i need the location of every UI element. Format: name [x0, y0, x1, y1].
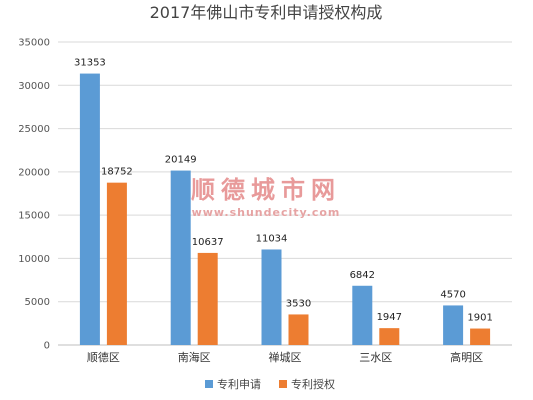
category-label: 禅城区	[269, 350, 302, 364]
watermark-url: www.shundecity.com	[192, 206, 341, 219]
y-tick-label: 35000	[18, 38, 50, 49]
bar	[197, 252, 218, 345]
bar	[470, 328, 491, 345]
category-label: 南海区	[178, 350, 211, 364]
y-tick-label: 10000	[18, 254, 50, 265]
x-axis: 顺德区 南海区 禅城区 三水区 高明区	[87, 350, 483, 364]
data-label: 31353	[74, 58, 106, 69]
data-label: 20149	[165, 155, 197, 166]
y-tick-label: 15000	[18, 211, 50, 222]
bar	[352, 285, 373, 345]
bar	[79, 73, 100, 345]
bar	[261, 249, 282, 345]
y-tick-label: 25000	[18, 124, 50, 135]
bar	[379, 328, 400, 345]
data-label: 4570	[440, 289, 465, 300]
data-labels: 31353 18752 20149 10637 11034 3530 6842 1947 457…	[74, 58, 493, 324]
bar	[288, 314, 309, 345]
watermark-text: 顺德城市网	[191, 176, 341, 204]
data-label: 11034	[256, 233, 288, 244]
data-label: 3530	[286, 298, 311, 309]
legend-item: 专利授权	[291, 377, 335, 391]
bar	[443, 305, 464, 345]
legend: 专利申请 专利授权	[205, 377, 335, 391]
y-tick-label: 20000	[18, 167, 50, 178]
legend-item: 专利申请	[217, 377, 261, 391]
data-label: 1947	[377, 312, 402, 323]
y-tick-label: 5000	[25, 297, 50, 308]
grid	[58, 41, 512, 346]
y-axis: 0 5000 10000 15000 20000 25000 30000 35000	[18, 38, 50, 352]
bars	[79, 73, 491, 345]
bar	[170, 170, 191, 345]
data-label: 18752	[101, 167, 133, 178]
y-tick-label: 0	[44, 341, 50, 352]
legend-swatch	[205, 380, 213, 388]
category-label: 顺德区	[87, 350, 120, 364]
watermark: 顺德城市网 www.shundecity.com	[191, 176, 341, 219]
data-label: 6842	[350, 270, 375, 281]
chart-title: 2017年佛山市专利申请授权构成	[150, 3, 383, 22]
category-label: 高明区	[450, 350, 483, 364]
bar	[106, 182, 127, 345]
y-tick-label: 30000	[18, 81, 50, 92]
data-label: 1901	[467, 313, 492, 324]
data-label: 10637	[192, 237, 224, 248]
category-label: 三水区	[359, 351, 392, 364]
legend-swatch	[279, 380, 287, 388]
